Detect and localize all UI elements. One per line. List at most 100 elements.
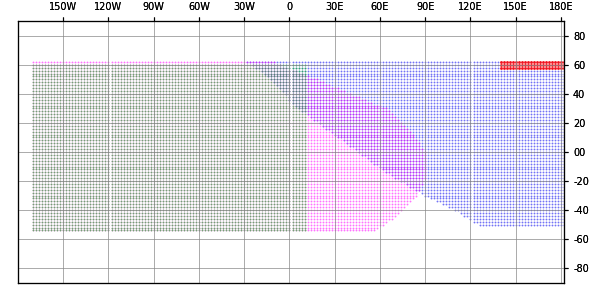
Point <box>40 155 50 160</box>
Point <box>34 129 44 134</box>
Point <box>375 181 385 186</box>
Point <box>239 176 249 181</box>
Point <box>502 132 511 137</box>
Point <box>297 167 307 172</box>
Point <box>215 161 225 166</box>
Point <box>297 208 307 212</box>
Point <box>406 71 415 76</box>
Point <box>372 106 382 111</box>
Point <box>179 120 189 125</box>
Point <box>164 120 173 125</box>
Point <box>409 176 418 181</box>
Point <box>442 86 451 91</box>
Point <box>288 164 298 169</box>
Point <box>430 100 439 105</box>
Point <box>149 62 158 67</box>
Point <box>218 216 228 221</box>
Point <box>487 74 496 79</box>
Point <box>354 92 364 96</box>
Point <box>278 120 288 125</box>
Point <box>227 213 237 218</box>
Point <box>49 71 59 76</box>
Point <box>131 103 140 108</box>
Point <box>164 167 173 172</box>
Point <box>403 167 412 172</box>
Point <box>257 193 267 198</box>
Point <box>454 208 463 212</box>
Point <box>421 132 430 137</box>
Point <box>269 222 279 227</box>
Point <box>251 170 261 175</box>
Point <box>433 68 442 73</box>
Point <box>83 112 92 117</box>
Point <box>496 132 505 137</box>
Point <box>64 138 74 143</box>
Point <box>176 164 185 169</box>
Point <box>80 179 89 184</box>
Point <box>155 199 164 204</box>
Point <box>236 173 246 178</box>
Point <box>203 132 213 137</box>
Point <box>167 158 176 163</box>
Point <box>363 181 373 186</box>
Point <box>248 202 258 207</box>
Point <box>345 138 355 143</box>
Point <box>188 126 198 131</box>
Point <box>288 74 298 79</box>
Point <box>541 83 551 88</box>
Point <box>315 211 325 216</box>
Point <box>161 92 170 96</box>
Point <box>369 219 379 224</box>
Point <box>95 62 104 67</box>
Point <box>170 71 179 76</box>
Point <box>309 205 319 210</box>
Point <box>134 88 143 93</box>
Point <box>339 190 349 195</box>
Point <box>34 68 44 73</box>
Point <box>31 205 41 210</box>
Point <box>197 65 207 70</box>
Point <box>164 71 173 76</box>
Point <box>200 68 210 73</box>
Point <box>463 135 472 140</box>
Point <box>294 120 304 125</box>
Point <box>113 123 122 128</box>
Point <box>484 129 493 134</box>
Point <box>191 100 201 105</box>
Point <box>185 138 195 143</box>
Point <box>342 141 352 146</box>
Point <box>496 60 505 64</box>
Point <box>556 179 566 184</box>
Point <box>188 120 198 125</box>
Point <box>318 62 328 67</box>
Point <box>77 88 86 93</box>
Point <box>71 88 80 93</box>
Point <box>230 88 240 93</box>
Point <box>236 68 246 73</box>
Point <box>95 190 104 195</box>
Point <box>86 173 95 178</box>
Point <box>306 112 316 117</box>
Point <box>74 71 83 76</box>
Point <box>218 144 228 149</box>
Point <box>89 74 98 79</box>
Point <box>484 216 493 221</box>
Point <box>149 126 158 131</box>
Point <box>64 126 74 131</box>
Point <box>406 161 415 166</box>
Point <box>170 222 179 227</box>
Point <box>345 187 355 192</box>
Point <box>278 147 288 151</box>
Point <box>161 62 170 67</box>
Point <box>125 225 134 230</box>
Point <box>236 213 246 218</box>
Point <box>140 173 149 178</box>
Point <box>203 211 213 216</box>
Point <box>263 74 273 79</box>
Point <box>412 176 421 181</box>
Point <box>427 173 436 178</box>
Point <box>384 109 394 114</box>
Point <box>523 103 533 108</box>
Point <box>143 176 152 181</box>
Point <box>107 213 116 218</box>
